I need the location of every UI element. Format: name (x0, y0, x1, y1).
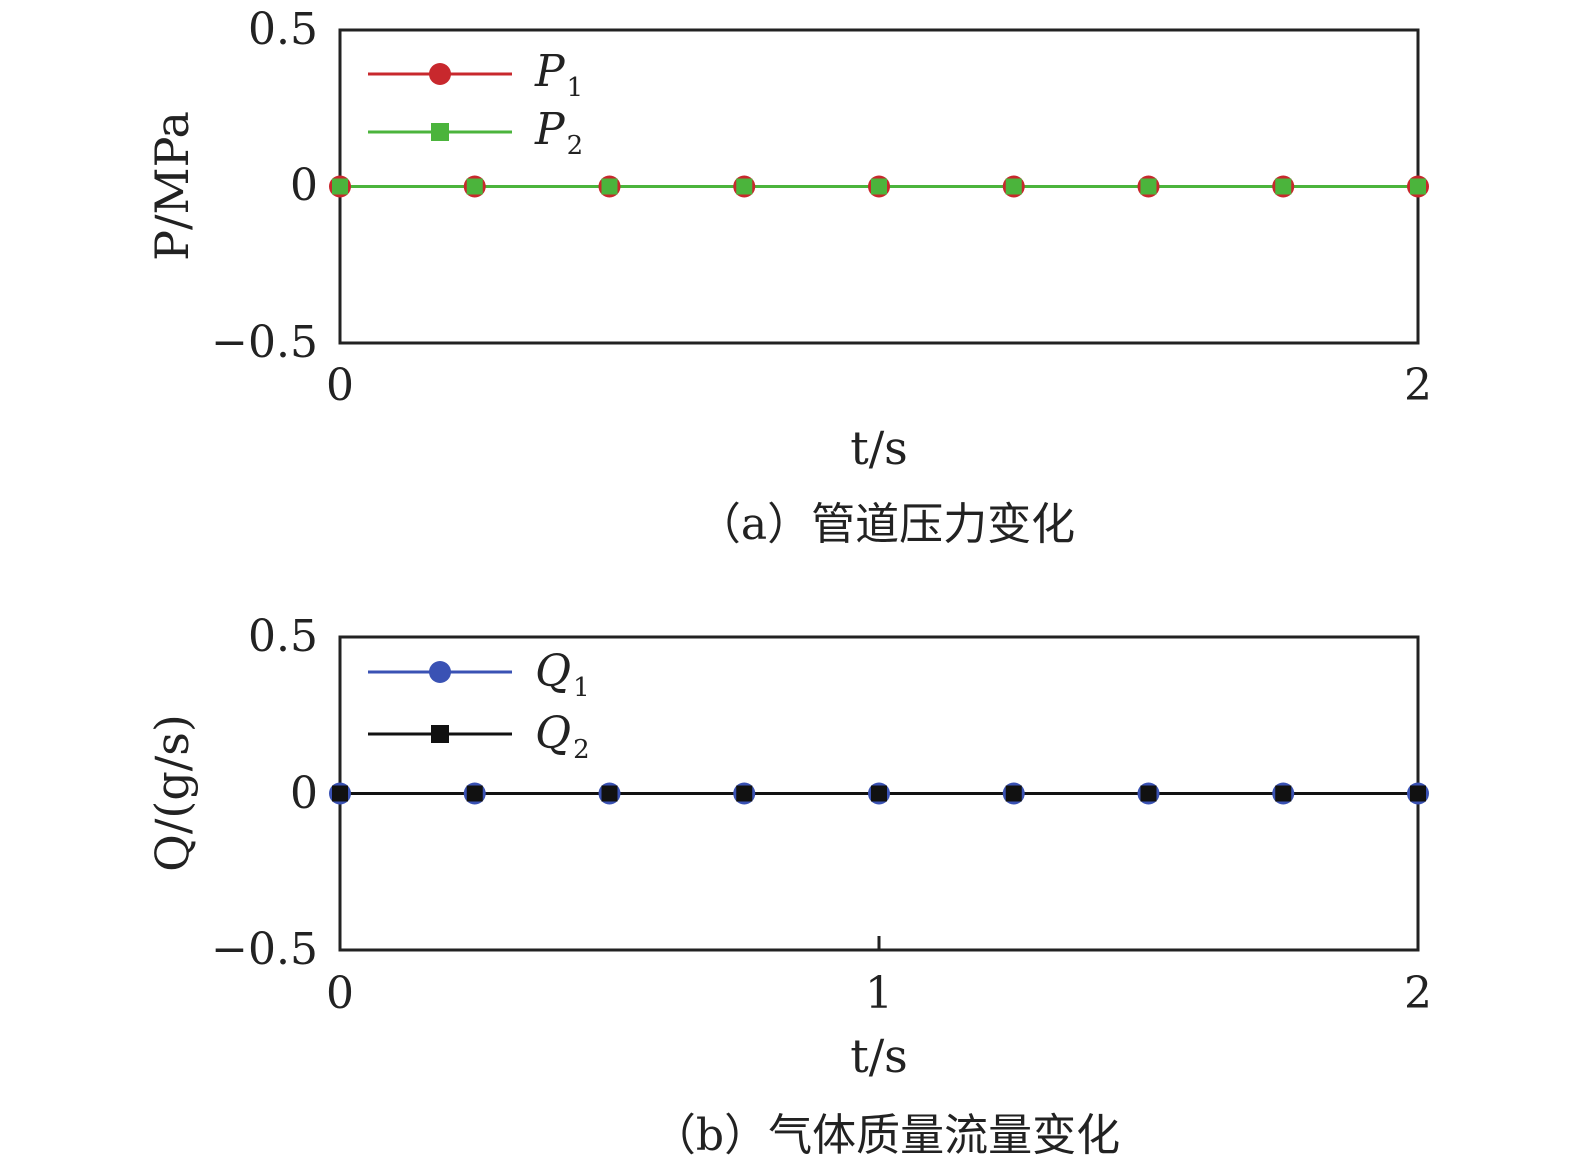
legend-label-b-1: Q2 (535, 708, 590, 765)
data-point-b-1-0 (332, 785, 348, 802)
xtick-label-b-left: 0 (326, 968, 354, 1019)
y-axis-label-a: P/MPa (145, 111, 199, 261)
data-point-b-1-3 (736, 785, 753, 802)
data-point-a-1-5 (1005, 178, 1022, 195)
data-point-b-1-7 (1275, 785, 1292, 802)
xtick-label-b-mid: 1 (865, 968, 893, 1019)
legend-label-a-0: P1 (534, 46, 583, 103)
ytick-label-b-top: 0.5 (248, 611, 318, 662)
x-axis-label-b: t/s (850, 1029, 908, 1083)
data-point-a-1-7 (1275, 178, 1292, 195)
x-axis-label-a: t/s (850, 421, 908, 475)
data-point-b-1-6 (1140, 785, 1157, 802)
caption-a: （a）管道压力变化 (697, 499, 1075, 550)
xtick-label-a-left: 0 (326, 360, 354, 411)
ytick-label-a-mid: 0 (290, 160, 318, 211)
ytick-label-a-bottom: −0.5 (211, 317, 318, 368)
data-point-a-1-8 (1410, 178, 1426, 195)
legend-b: Q1 Q2 (368, 646, 590, 765)
xtick-label-b-right: 2 (1404, 968, 1432, 1019)
data-point-b-1-4 (871, 785, 887, 802)
data-point-a-1-4 (871, 178, 887, 195)
legend-label-b-0: Q1 (535, 646, 590, 703)
data-point-b-1-8 (1410, 785, 1426, 802)
legend-marker-a-0 (429, 63, 451, 85)
data-point-a-1-6 (1140, 178, 1157, 195)
data-point-a-1-2 (601, 178, 618, 195)
legend-marker-a-1 (431, 123, 449, 141)
legend-marker-b-1 (431, 725, 449, 743)
ytick-label-a-top: 0.5 (248, 4, 318, 55)
data-point-b-1-1 (466, 785, 483, 802)
data-point-b-1-2 (601, 785, 618, 802)
y-axis-label-b: Q/(g/s) (145, 714, 199, 872)
xtick-label-a-right: 2 (1404, 360, 1432, 411)
data-point-a-1-1 (466, 178, 483, 195)
ytick-label-b-bottom: −0.5 (211, 924, 318, 975)
legend-label-a-1: P2 (534, 104, 583, 161)
ytick-label-b-mid: 0 (290, 768, 318, 819)
legend-marker-b-0 (429, 661, 451, 683)
chart-a: 0.5 0 −0.5 0 2 t/s P/MPa P1 P2 （a）管道压力变化 (145, 4, 1432, 550)
data-point-a-1-0 (332, 178, 348, 195)
data-point-a-1-3 (736, 178, 753, 195)
legend-a: P1 P2 (368, 46, 583, 161)
data-point-b-1-5 (1005, 785, 1022, 802)
caption-b: （b）气体质量流量变化 (652, 1110, 1120, 1161)
chart-b: 0.5 0 −0.5 0 1 2 t/s Q/(g/s) Q1 Q2 （b）气体… (145, 611, 1432, 1161)
